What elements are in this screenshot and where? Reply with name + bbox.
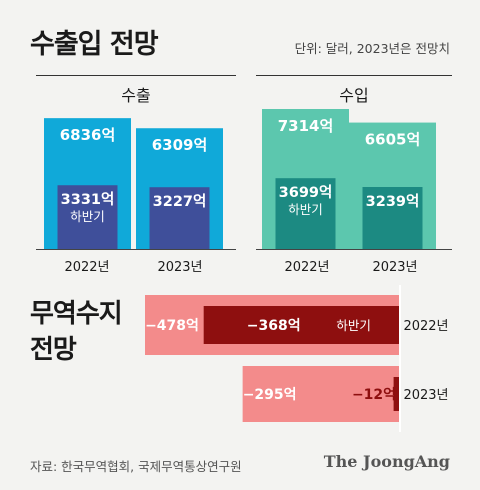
bar-1-0-half bbox=[275, 178, 336, 249]
deficit-label-1-total: −295억 bbox=[243, 387, 297, 403]
deficit-year-1: 2023년 bbox=[403, 388, 448, 403]
deficit-label-0-half: −368억 bbox=[247, 318, 301, 334]
export-group-line bbox=[36, 75, 236, 76]
export-year-2023: 2023년 bbox=[157, 260, 203, 275]
label-1-1-half: 3239억 bbox=[366, 192, 420, 210]
source-note: 자료: 한국무역협회, 국제무역통상연구원 bbox=[30, 459, 242, 474]
bar-0-1-half bbox=[149, 187, 210, 249]
label-1-0-half: 3699억 bbox=[279, 183, 333, 201]
label-0-1-half: 3227억 bbox=[153, 192, 207, 210]
deficit-1-half bbox=[393, 377, 400, 411]
sublabel-1-0: 하반기 bbox=[288, 202, 323, 217]
unit-note: 단위: 달러, 2023년은 전망치 bbox=[294, 41, 450, 56]
balance-title: 무역수지 전망 bbox=[30, 296, 123, 368]
sublabel-0-0: 하반기 bbox=[70, 209, 105, 224]
deficit-label-1-half: −12억 bbox=[352, 387, 396, 403]
deficit-sublabel-0: 하반기 bbox=[336, 318, 371, 333]
import-year-2022: 2022년 bbox=[284, 260, 330, 275]
deficit-1-total bbox=[242, 366, 400, 422]
balance-title-line2: 전망 bbox=[30, 335, 77, 365]
import-year-2023: 2023년 bbox=[372, 260, 418, 275]
export-baseline bbox=[36, 249, 236, 250]
label-0-0-half: 3331억 bbox=[61, 190, 115, 208]
label-0-0-total: 6836억 bbox=[60, 126, 116, 144]
bar-0-0-half bbox=[57, 185, 118, 249]
deficit-label-0-total: −478억 bbox=[145, 318, 199, 334]
import-group-title: 수입 bbox=[339, 86, 369, 105]
label-1-0-total: 7314억 bbox=[278, 117, 334, 135]
deficit-0-half bbox=[203, 306, 400, 344]
chart-title: 수출입 전망 bbox=[30, 29, 159, 60]
import-group-line bbox=[256, 75, 452, 76]
label-0-1-total: 6309억 bbox=[152, 136, 208, 154]
import-baseline bbox=[256, 249, 452, 250]
export-year-2022: 2022년 bbox=[64, 260, 110, 275]
balance-title-line1: 무역수지 bbox=[30, 299, 123, 329]
bar-1-1-half bbox=[362, 187, 423, 249]
export-group-title: 수출 bbox=[121, 86, 151, 105]
deficit-year-0: 2022년 bbox=[403, 319, 448, 334]
brand-logo: The JoongAng bbox=[323, 452, 450, 471]
label-1-1-total: 6605억 bbox=[365, 131, 421, 149]
